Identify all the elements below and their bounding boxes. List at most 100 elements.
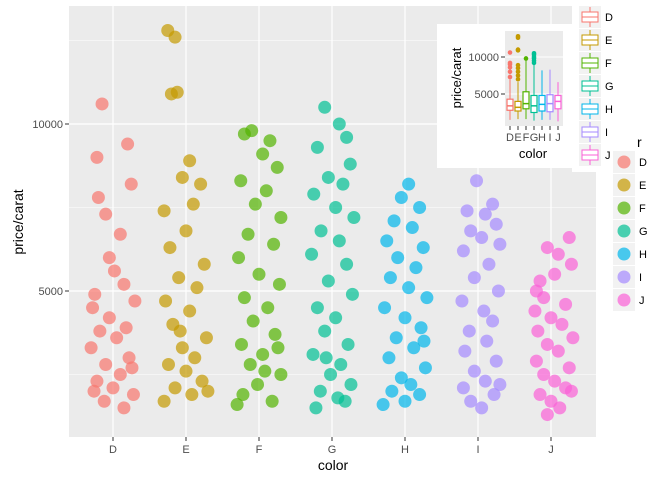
data-point-H [402, 281, 416, 295]
data-point-I [477, 304, 491, 318]
inset-legend-label: G [605, 81, 614, 93]
data-point-D [84, 341, 98, 355]
data-point-I [487, 388, 501, 402]
inset-x-tick-label: D [506, 132, 514, 144]
data-point-H [420, 291, 434, 305]
inset-legend-label: F [605, 58, 612, 70]
data-point-E [190, 281, 204, 295]
data-point-J [562, 361, 576, 375]
data-point-F [232, 251, 246, 265]
data-point-J [540, 337, 554, 351]
data-point-F [274, 211, 288, 225]
data-point-E [185, 388, 199, 402]
inset-x-tick-label: E [514, 132, 521, 144]
data-point-J [548, 374, 562, 388]
inset-legend-label: J [605, 150, 611, 162]
data-point-G [329, 311, 343, 325]
inset-box-H [538, 94, 546, 112]
data-point-G [332, 117, 346, 131]
x-tick-label: H [401, 444, 409, 456]
data-point-F [236, 388, 250, 402]
data-point-I [489, 354, 503, 368]
data-point-H [404, 378, 418, 392]
data-point-H [398, 311, 412, 325]
data-point-D [99, 357, 113, 371]
data-point-G [343, 157, 357, 171]
data-point-E [179, 224, 193, 238]
data-point-I [480, 334, 494, 348]
data-point-H [414, 321, 428, 335]
data-point-H [385, 384, 399, 398]
data-point-F [234, 337, 248, 351]
data-point-D [90, 150, 104, 164]
data-point-F [237, 291, 251, 305]
legend-point-J [617, 293, 631, 307]
inset-outlier [507, 60, 513, 66]
data-point-I [489, 217, 503, 231]
data-point-H [409, 261, 423, 275]
inset-outlier [515, 62, 521, 68]
data-point-J [540, 408, 554, 422]
data-point-J [540, 241, 554, 255]
data-point-I [493, 237, 507, 251]
data-point-D [97, 394, 111, 408]
data-point-F [265, 394, 279, 408]
inset-y-tick-label: 5000 [475, 89, 499, 101]
data-point-H [417, 334, 431, 348]
data-point-G [309, 401, 323, 415]
data-point-E [194, 177, 208, 191]
legend-label: G [639, 226, 648, 238]
data-point-H [394, 371, 408, 385]
data-point-D [99, 207, 113, 221]
data-point-F [248, 197, 262, 211]
data-point-H [418, 361, 432, 375]
data-point-H [378, 301, 392, 315]
legend-point-D [617, 155, 631, 169]
data-point-G [321, 170, 335, 184]
data-point-J [566, 331, 580, 345]
data-point-J [551, 247, 565, 261]
data-point-J [537, 368, 551, 381]
data-point-E [195, 374, 209, 388]
inset-outlier [515, 47, 521, 52]
inset-outlier [515, 33, 521, 39]
data-point-H [389, 331, 403, 345]
data-point-D [88, 287, 102, 301]
y-axis-label: price/carat [10, 189, 26, 254]
data-point-D [93, 324, 107, 338]
inset-box-G [530, 94, 538, 114]
data-point-I [475, 401, 489, 415]
data-point-G [334, 357, 348, 371]
data-point-E [199, 331, 213, 345]
legend-point-F [617, 201, 631, 215]
data-point-J [562, 231, 576, 245]
legend-label: I [639, 272, 642, 284]
inset-x-tick-label: I [548, 132, 551, 144]
x-tick-label: E [182, 444, 189, 456]
legend-point-I [617, 270, 631, 284]
data-point-J [559, 297, 573, 311]
data-point-D [121, 137, 135, 151]
data-point-H [394, 190, 408, 204]
inset-outlier [515, 76, 521, 82]
data-point-I [482, 257, 496, 271]
y-tick-label: 5000 [39, 286, 63, 298]
data-point-I [460, 204, 474, 218]
data-point-F [230, 398, 244, 412]
inset-outlier [507, 50, 513, 55]
data-point-D [126, 388, 140, 402]
legend-point-E [617, 178, 631, 192]
data-point-D [128, 294, 142, 308]
inset-outlier [515, 73, 521, 78]
legend-label: F [639, 203, 646, 215]
data-point-I [456, 244, 470, 258]
data-point-I [464, 224, 478, 238]
data-point-H [413, 201, 427, 214]
data-point-D [106, 381, 120, 395]
data-point-G [340, 257, 354, 271]
inset-box-E [514, 100, 522, 112]
data-point-G [341, 337, 355, 351]
